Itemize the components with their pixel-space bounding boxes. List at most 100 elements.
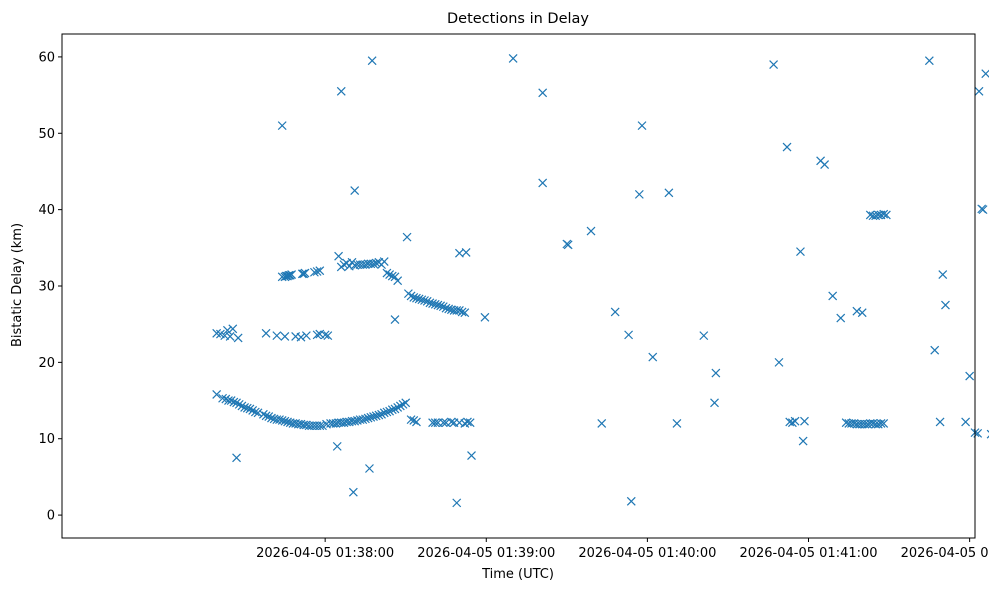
data-point — [334, 251, 344, 261]
data-point — [790, 416, 800, 426]
data-point — [297, 269, 307, 279]
data-point — [787, 418, 797, 428]
y-tick-label: 30 — [38, 280, 55, 295]
x-axis: 2026-04-05 01:38:00 2026-04-05 01:39:00 20… — [256, 538, 989, 561]
chart-title: Detections in Delay — [447, 11, 589, 27]
data-point — [218, 393, 228, 403]
data-point — [320, 330, 330, 340]
data-point — [315, 421, 325, 431]
data-point — [369, 412, 378, 422]
data-point — [242, 403, 252, 413]
data-point — [390, 404, 400, 414]
data-point — [828, 291, 838, 301]
data-point — [935, 417, 945, 427]
data-point — [465, 418, 475, 428]
data-point — [393, 276, 403, 286]
data-point — [253, 408, 263, 418]
y-tick-label: 20 — [38, 356, 55, 371]
data-point — [401, 398, 411, 408]
data-point — [961, 417, 971, 427]
data-point — [454, 306, 464, 315]
data-point — [385, 270, 395, 279]
data-point — [379, 257, 389, 266]
data-point — [420, 296, 429, 305]
data-point — [367, 56, 377, 66]
data-point — [412, 417, 421, 427]
data-point — [245, 404, 255, 414]
data-point — [275, 415, 284, 425]
data-point — [480, 312, 490, 322]
data-point — [393, 402, 403, 412]
data-point — [369, 259, 378, 269]
data-point — [226, 396, 236, 405]
data-point — [261, 328, 271, 338]
data-point — [769, 60, 779, 69]
data-point — [422, 296, 432, 306]
data-point — [280, 416, 290, 426]
data-point — [232, 398, 241, 408]
data-point — [406, 415, 416, 425]
data-point — [374, 410, 384, 420]
data-point — [280, 331, 290, 341]
data-point — [395, 401, 405, 411]
x-tick-label: 2026-04-05 01:38:00 — [256, 546, 394, 561]
data-point — [446, 417, 456, 427]
data-point — [414, 294, 424, 304]
data-point — [836, 313, 846, 323]
data-point — [467, 451, 476, 460]
data-point — [371, 258, 381, 268]
data-point — [339, 260, 349, 270]
data-point — [820, 160, 830, 170]
data-point — [508, 54, 518, 63]
data-point — [610, 307, 620, 317]
y-axis: 0 10 20 30 40 50 60 — [38, 50, 62, 524]
y-tick-label: 0 — [47, 509, 55, 524]
data-point — [225, 331, 235, 341]
data-point — [672, 419, 682, 428]
data-point — [637, 121, 647, 131]
data-point — [430, 418, 440, 428]
data-point — [390, 272, 400, 282]
data-point — [800, 416, 809, 426]
data-point — [965, 371, 975, 381]
data-point — [941, 300, 950, 310]
data-point — [348, 487, 358, 497]
data-point — [879, 419, 889, 428]
data-point — [398, 399, 408, 409]
data-point — [438, 418, 448, 428]
data-point — [978, 205, 988, 215]
data-point — [710, 398, 719, 408]
x-tick-label: 2026-04-05 01:39:00 — [417, 546, 555, 561]
data-point — [301, 331, 311, 341]
data-point — [597, 419, 607, 428]
data-point — [250, 407, 260, 417]
data-point — [323, 331, 333, 341]
data-point — [409, 415, 419, 425]
data-point — [234, 399, 244, 409]
data-point — [857, 308, 867, 318]
data-point — [452, 498, 462, 508]
data-point — [264, 412, 274, 422]
data-point — [267, 413, 276, 423]
y-tick-label: 60 — [38, 50, 55, 65]
data-point — [258, 409, 268, 419]
x-tick-label: 2026-04-05 01:40:00 — [578, 546, 716, 561]
plot-frame — [61, 33, 976, 539]
data-point — [930, 345, 940, 355]
data-point — [406, 291, 416, 301]
data-point — [237, 401, 247, 411]
data-point — [366, 412, 376, 422]
data-point — [796, 247, 805, 257]
data-point — [664, 188, 674, 198]
data-point — [287, 270, 297, 279]
data-point — [538, 88, 548, 98]
data-point — [315, 266, 325, 276]
data-point — [224, 396, 233, 405]
data-point — [428, 299, 437, 308]
data-point — [284, 270, 294, 280]
data-point — [358, 415, 368, 425]
data-point — [881, 210, 891, 220]
data-point — [272, 331, 282, 341]
